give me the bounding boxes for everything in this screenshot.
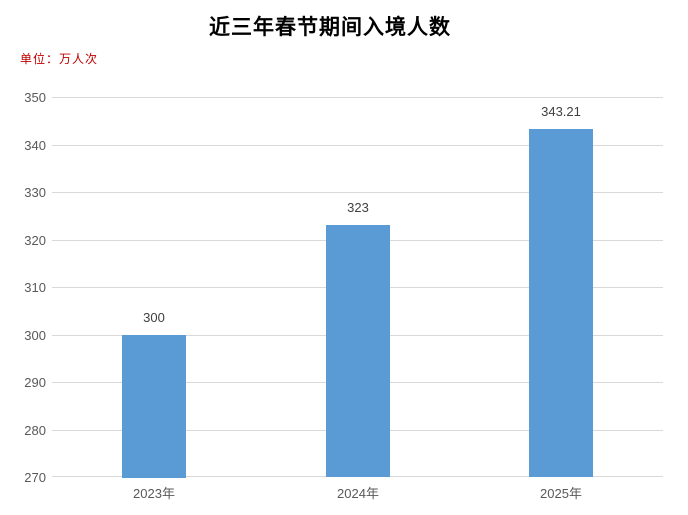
- gridline: [52, 145, 663, 146]
- y-axis-tick-label: 290: [24, 375, 46, 390]
- bar: [326, 225, 390, 477]
- bar: [122, 335, 186, 478]
- chart-title: 近三年春节期间入境人数: [209, 14, 451, 39]
- y-axis-tick-label: 300: [24, 327, 46, 343]
- gridline: [52, 97, 663, 98]
- bar: [529, 129, 593, 477]
- gridline: [52, 192, 663, 193]
- y-axis-tick-label: 270: [24, 470, 46, 485]
- plot-area: 300 2023年 323 2024年 343.21 2025年: [52, 97, 663, 501]
- bar-data-label: 343.21: [541, 104, 581, 119]
- x-axis-tick-label: 2023年: [133, 486, 175, 501]
- unit-label: 单位：万人次: [20, 52, 99, 66]
- bar-data-label: 300: [143, 310, 165, 325]
- x-axis-tick-label: 2025年: [540, 486, 582, 501]
- bar-data-label: 323: [347, 200, 369, 215]
- x-axis-tick-label: 2024年: [337, 486, 379, 501]
- y-axis-tick-label: 350: [24, 90, 46, 105]
- y-axis-tick-label: 330: [24, 185, 46, 200]
- y-axis-tick-label: 280: [24, 422, 46, 438]
- y-axis-tick-label: 340: [24, 137, 46, 153]
- y-axis-tick-label: 310: [24, 280, 46, 295]
- y-axis-tick-label: 320: [24, 232, 46, 248]
